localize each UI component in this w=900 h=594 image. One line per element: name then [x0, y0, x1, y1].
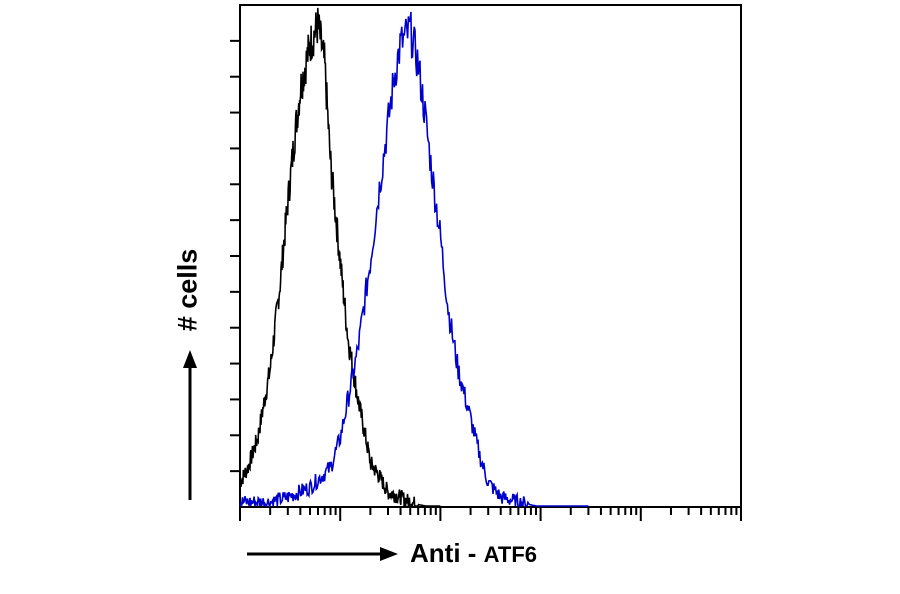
x-axis-label-target: ATF6 — [483, 542, 538, 567]
y-axis-arrow — [183, 350, 197, 500]
x-axis-ticks — [239, 507, 742, 521]
y-axis-label-text: # cells — [172, 248, 203, 332]
x-axis-arrow — [247, 547, 398, 561]
y-axis-label: # cells — [168, 240, 208, 340]
x-axis-label-separator: - — [460, 538, 484, 568]
control-histogram-line — [239, 7, 441, 508]
stained-histogram-line — [239, 11, 589, 508]
x-axis-label-prefix: Anti — [410, 538, 461, 568]
histogram-series — [239, 7, 589, 508]
y-axis-ticks — [230, 39, 240, 473]
x-axis-label: Anti - ATF6 — [410, 538, 537, 569]
plot-frame — [239, 4, 742, 508]
